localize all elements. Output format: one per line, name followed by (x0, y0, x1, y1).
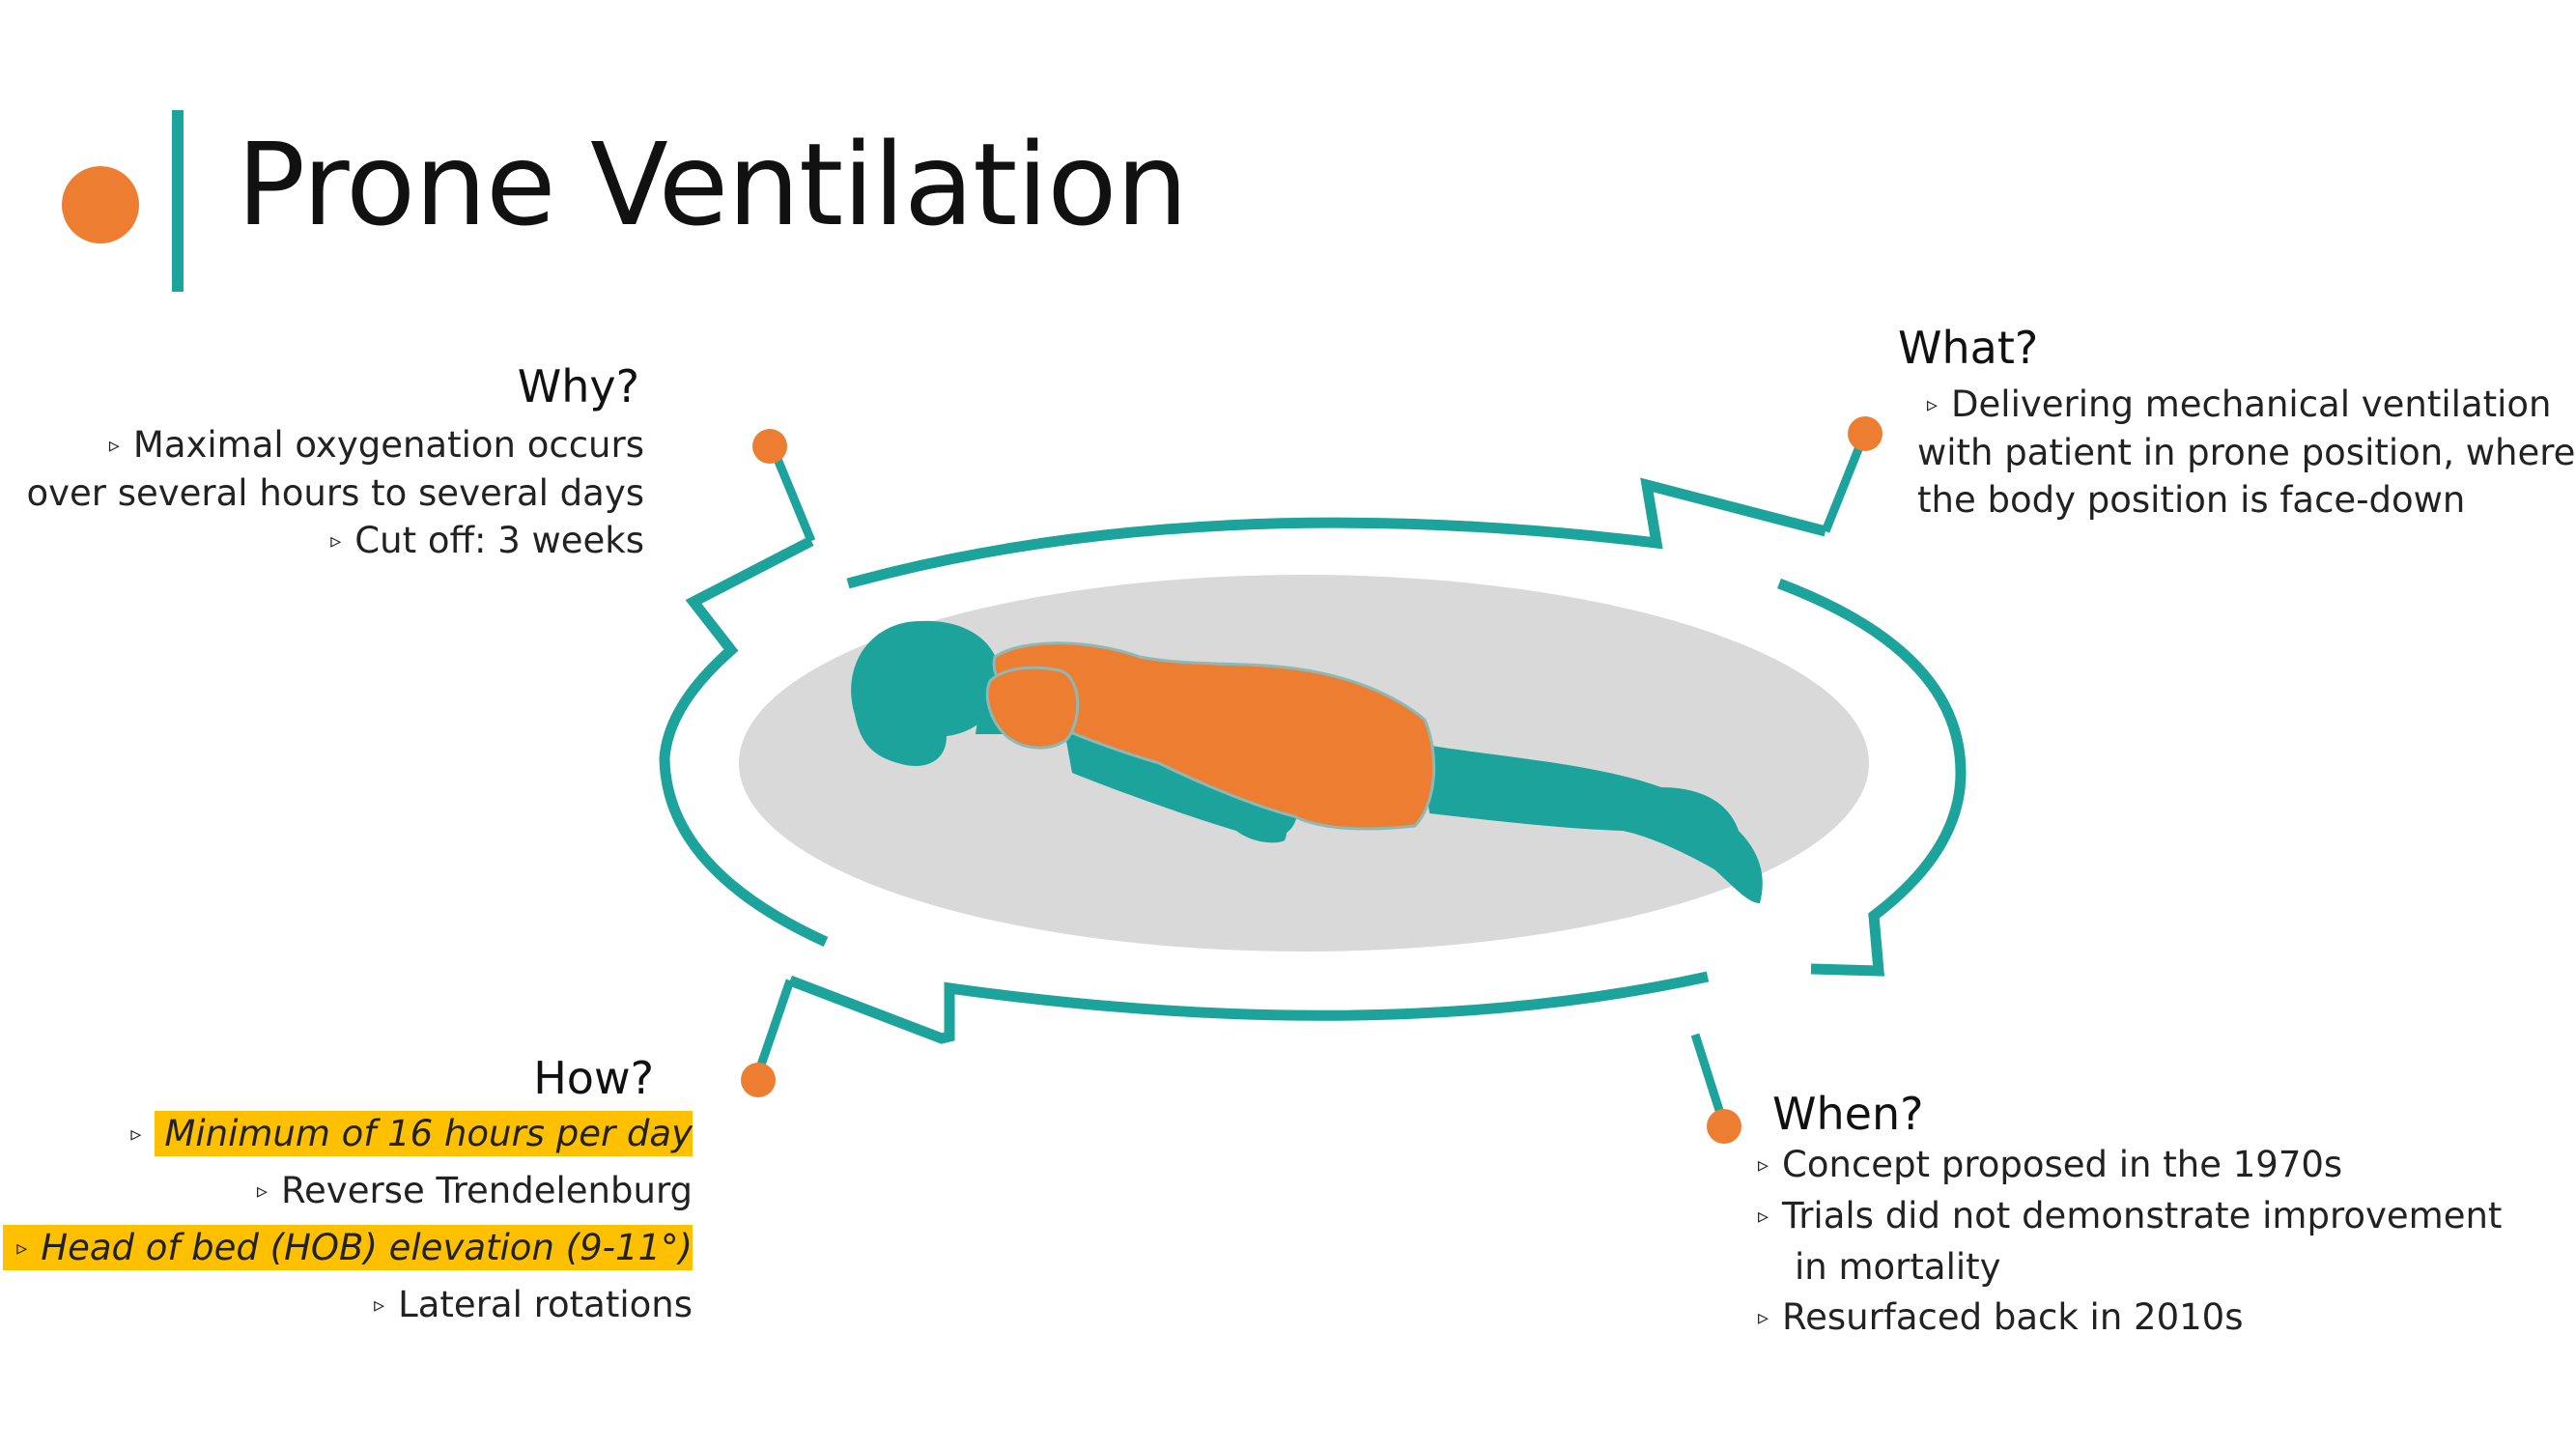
when-block: ▹ Concept proposed in the 1970s ▹ Trials d… (1758, 1140, 2502, 1344)
why-block: ▹ Maximal oxygenation occurs over several… (26, 421, 644, 565)
connector-lines (751, 433, 1869, 1127)
patient-head (851, 620, 1001, 766)
cycle-ring (659, 477, 1967, 1044)
what-line-1: ▹ Delivering mechanical ventilation (1917, 381, 2575, 429)
when-item-2-cont: in mortality (1795, 1246, 2001, 1288)
why-line-3: ▹ Cut off: 3 weeks (26, 517, 644, 565)
when-heading: When? (1772, 1088, 1924, 1140)
title-divider-bar (172, 110, 184, 292)
what-heading: What? (1898, 322, 2039, 374)
how-node-dot (741, 1063, 776, 1097)
page-title: Prone Ventilation (237, 118, 1188, 251)
what-line-2: with patient in prone position, where (1917, 432, 2576, 473)
what-line-3: the body position is face-down (1917, 479, 2466, 521)
bullet-triangle-icon: ▹ (130, 1122, 142, 1147)
how-item-4: ▹ Lateral rotations (3, 1277, 693, 1334)
bullet-triangle-icon: ▹ (108, 434, 120, 458)
when-item-2: ▹ Trials did not demonstrate improvement (1758, 1191, 2502, 1242)
bullet-triangle-icon: ▹ (374, 1293, 385, 1318)
how-item-3: ▹ Head of bed (HOB) elevation (9-11°) (3, 1220, 693, 1277)
what-node-dot (1848, 416, 1882, 451)
how-heading: How? (533, 1052, 654, 1104)
patient-shoulder (985, 666, 1080, 750)
patient-torso (992, 641, 1436, 831)
bullet-triangle-icon: ▹ (16, 1236, 28, 1261)
what-block: ▹ Delivering mechanical ventilation with … (1917, 381, 2575, 524)
when-item-3: ▹ Resurfaced back in 2010s (1758, 1293, 2502, 1344)
bullet-triangle-icon: ▹ (1758, 1153, 1769, 1178)
title-bullet-dot (62, 166, 139, 243)
why-line-2: over several hours to several days (26, 472, 644, 514)
bullet-triangle-icon: ▹ (1758, 1306, 1769, 1330)
how-block: ▹ Minimum of 16 hours per day ▹ Reverse Tr… (3, 1106, 693, 1334)
why-node-dot (752, 429, 787, 464)
bullet-triangle-icon: ▹ (256, 1179, 268, 1204)
patient-legs (1420, 744, 1763, 903)
how-item-1: ▹ Minimum of 16 hours per day (3, 1106, 693, 1163)
when-item-1: ▹ Concept proposed in the 1970s (1758, 1140, 2502, 1191)
when-node-dot (1707, 1109, 1741, 1144)
why-line-1: ▹ Maximal oxygenation occurs (26, 421, 644, 469)
patient-figure (851, 620, 1763, 903)
bullet-triangle-icon: ▹ (1758, 1205, 1769, 1229)
bullet-triangle-icon: ▹ (330, 529, 342, 554)
bullet-triangle-icon: ▹ (1927, 393, 1939, 417)
how-item-2: ▹ Reverse Trendelenburg (3, 1163, 693, 1220)
why-heading: Why? (517, 360, 639, 412)
